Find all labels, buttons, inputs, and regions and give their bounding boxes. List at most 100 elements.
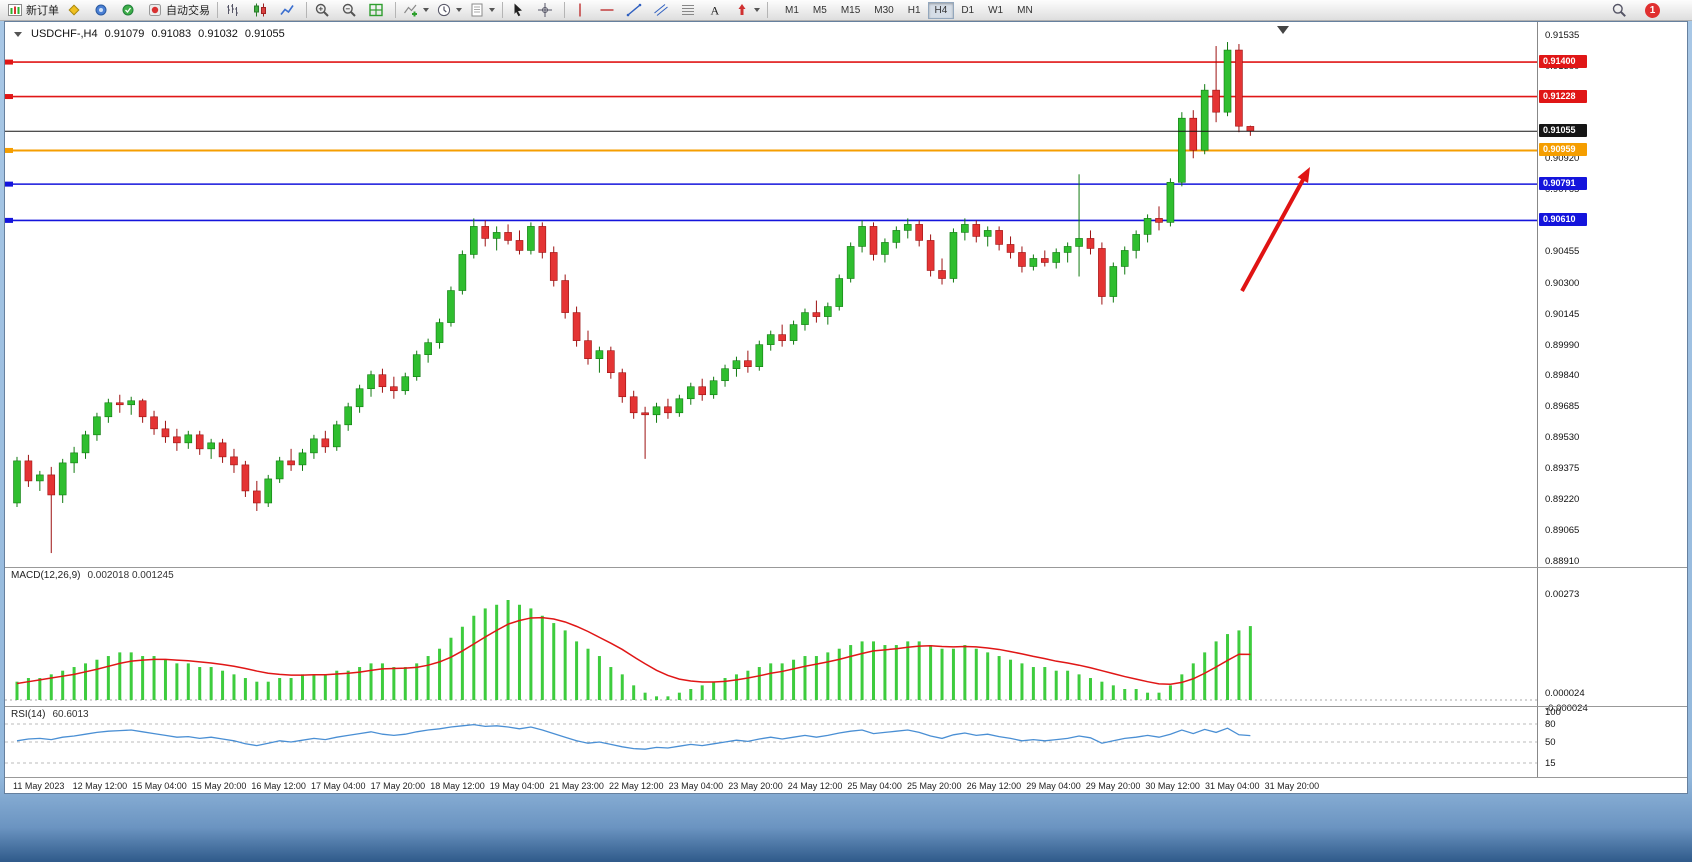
time-axis[interactable]: 11 May 2023 12 May 12:00 15 May 04:00 15 Ma… — [5, 777, 1687, 796]
metaeditor-icon — [68, 4, 80, 16]
macd-pane[interactable]: MACD(12,26,9) 0.002018 0.001245 — [5, 568, 1537, 706]
rsi-axis-label: 80 — [1545, 719, 1556, 730]
price-line-badge: 0.91055 — [1539, 124, 1587, 138]
candlestick-chart[interactable] — [5, 22, 1537, 567]
zoom-in-button[interactable] — [311, 0, 337, 21]
tile-windows-icon — [369, 3, 383, 17]
time-axis-label: 15 May 20:00 — [191, 781, 247, 791]
time-axis-label: 29 May 04:00 — [1026, 781, 1081, 791]
templates-icon — [471, 3, 483, 17]
time-axis-label: 30 May 12:00 — [1145, 781, 1200, 791]
timeframe-group: M1 M5 M15 M30 H1 H4 D1 W1 MN — [778, 1, 1040, 19]
periods-button[interactable] — [433, 0, 465, 21]
tile-windows-button[interactable] — [365, 0, 391, 21]
dropdown-caret-icon — [423, 8, 429, 12]
bar-chart-button[interactable] — [222, 0, 248, 21]
indicators-button[interactable] — [400, 0, 432, 21]
timeframe-m15-button[interactable]: M15 — [840, 4, 861, 16]
ohlc-open-value: 0.91079 — [104, 28, 145, 40]
ohlc-low-value: 0.91032 — [198, 28, 238, 40]
timeframe-m1-button[interactable]: M1 — [785, 4, 799, 16]
timeframe-d1-button[interactable]: D1 — [961, 4, 975, 16]
symbol-period-label: USDCHF-,H4 — [31, 28, 98, 40]
macd-name: MACD(12,26,9) — [11, 570, 81, 581]
price-axis-label: 0.90920 — [1545, 153, 1580, 165]
timeframe-m30-button[interactable]: M30 — [874, 4, 894, 16]
templates-button[interactable] — [466, 0, 498, 21]
toolbar-separator — [502, 2, 503, 18]
candles-group — [13, 42, 1255, 554]
data-refresh-button[interactable] — [117, 0, 143, 21]
metaeditor-button[interactable] — [63, 0, 89, 21]
autotrading-button-label: 自动交易 — [166, 5, 210, 17]
rsi-axis-label: 15 — [1545, 758, 1556, 769]
new-order-button[interactable]: 新订单 — [4, 0, 62, 21]
dropdown-caret-icon — [456, 8, 462, 12]
toolbar-separator — [564, 2, 565, 18]
timeframe-m5-button[interactable]: M5 — [812, 4, 827, 16]
horizontal-line-icon — [600, 9, 614, 11]
fibonacci-button[interactable] — [677, 0, 703, 21]
autotrading-button[interactable]: 自动交易 — [144, 0, 213, 21]
price-chart-pane[interactable]: USDCHF-,H4 0.91079 0.91083 0.91032 0.910… — [5, 22, 1537, 567]
rsi-value: 60.6013 — [52, 709, 89, 720]
channel-button[interactable] — [650, 0, 676, 21]
notification-badge[interactable]: 1 — [1645, 2, 1660, 18]
crosshair-button[interactable] — [534, 0, 560, 21]
horizontal-line-button[interactable] — [596, 0, 622, 21]
price-axis-label: 0.90145 — [1545, 308, 1580, 320]
window-frame-bottom — [0, 794, 1692, 862]
time-axis-label: 24 May 12:00 — [787, 781, 843, 791]
timeframe-mn-button[interactable]: MN — [1017, 4, 1033, 16]
price-axis-label: 0.89840 — [1545, 369, 1580, 381]
arrows-button[interactable] — [731, 0, 763, 21]
timeframe-w1-button[interactable]: W1 — [988, 4, 1004, 16]
autotrading-icon — [149, 4, 161, 16]
time-axis-label: 31 May 04:00 — [1205, 781, 1260, 791]
macd-axis-label: 0.000024 — [1545, 688, 1585, 700]
rsi-axis-label: 100 — [1545, 707, 1561, 718]
timeframe-h1-button[interactable]: H1 — [907, 4, 921, 16]
time-axis-label: 26 May 12:00 — [966, 781, 1022, 791]
macd-chart — [5, 600, 1537, 701]
channel-icon — [654, 4, 668, 16]
macd-indicator-label: MACD(12,26,9) 0.002018 0.001245 — [11, 570, 174, 581]
price-axis-label: 0.89220 — [1545, 493, 1580, 505]
trend-arrow-annotation[interactable] — [1240, 167, 1310, 292]
vertical-line-button[interactable] — [569, 0, 595, 21]
hline-left-tab — [5, 217, 13, 223]
search-button[interactable] — [1608, 0, 1634, 21]
toolbar: 新订单 自动交易 A M1 M5 M15 M30 H1 H4 D1 W1 MN 1 — [0, 0, 1692, 21]
trendline-button[interactable] — [623, 0, 649, 21]
rsi-pane[interactable]: RSI(14) 60.6013 — [5, 707, 1537, 777]
rsi-indicator-label: RSI(14) 60.6013 — [11, 709, 89, 720]
candle-chart-button[interactable] — [249, 0, 275, 21]
price-axis[interactable]: 0.915350.913800.912250.910700.909200.907… — [1537, 22, 1687, 777]
text-label-button[interactable]: A — [704, 0, 730, 21]
search-icon — [1612, 3, 1626, 17]
cursor-button[interactable] — [507, 0, 533, 21]
chevron-down-icon — [14, 31, 22, 37]
pane-separator[interactable] — [5, 567, 1687, 568]
timeframe-h4-button[interactable]: H4 — [927, 1, 955, 19]
horizontal-lines[interactable] — [5, 59, 1537, 223]
zoom-in-icon — [315, 3, 329, 17]
bar-chart-icon — [227, 4, 238, 16]
price-axis-label: 0.89065 — [1545, 525, 1580, 536]
line-chart-button[interactable] — [276, 0, 302, 21]
strategy-button[interactable] — [90, 0, 116, 21]
cursor-icon — [514, 3, 522, 17]
text-icon: A — [711, 4, 720, 18]
rsi-name: RSI(14) — [11, 709, 46, 720]
time-axis-label: 29 May 20:00 — [1085, 781, 1141, 791]
zoom-out-button[interactable] — [338, 0, 364, 21]
one-click-collapse-button[interactable] — [12, 28, 24, 40]
indicators-icon — [404, 4, 417, 17]
rsi-line — [16, 723, 1251, 750]
price-axis-label: 0.89685 — [1545, 400, 1580, 412]
price-line-badge: 0.90959 — [1539, 143, 1587, 157]
time-axis-label: 31 May 20:00 — [1264, 781, 1320, 791]
pane-separator[interactable] — [5, 706, 1687, 707]
strategy-icon — [95, 4, 107, 16]
